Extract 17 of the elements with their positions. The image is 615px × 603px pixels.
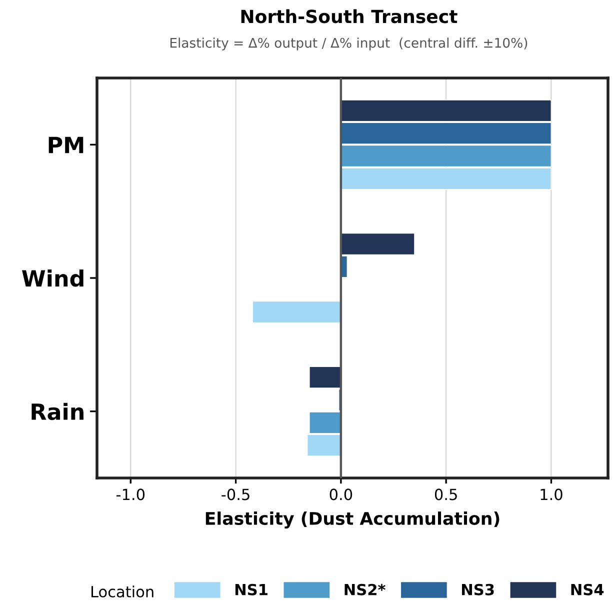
x-tick-label: 0.0 <box>330 488 352 500</box>
y-tick-label: Wind <box>22 270 84 287</box>
legend-label: NS1 <box>235 584 268 596</box>
y-tick-label: Rain <box>32 402 84 420</box>
y-tick-label: PM <box>48 136 84 154</box>
x-tick-label: 1.0 <box>540 488 562 500</box>
x-tick-label: 0.5 <box>434 488 457 500</box>
x-tick-label: -1.0 <box>116 488 145 500</box>
chart-subtitle: Elasticity = Δ% output / Δ% input (central diff. ±10%) <box>170 38 528 50</box>
legend-title: Location <box>92 586 154 598</box>
x-axis-title: Elasticity (Dust Accumulation) <box>206 512 500 528</box>
bar <box>252 300 342 324</box>
legend-label: NS3 <box>462 584 494 596</box>
x-tick-label: -0.5 <box>222 488 250 500</box>
chart-title: North-South Transect <box>241 9 458 24</box>
legend-label: NS4 <box>571 584 604 596</box>
legend-label: NS2* <box>344 584 386 596</box>
